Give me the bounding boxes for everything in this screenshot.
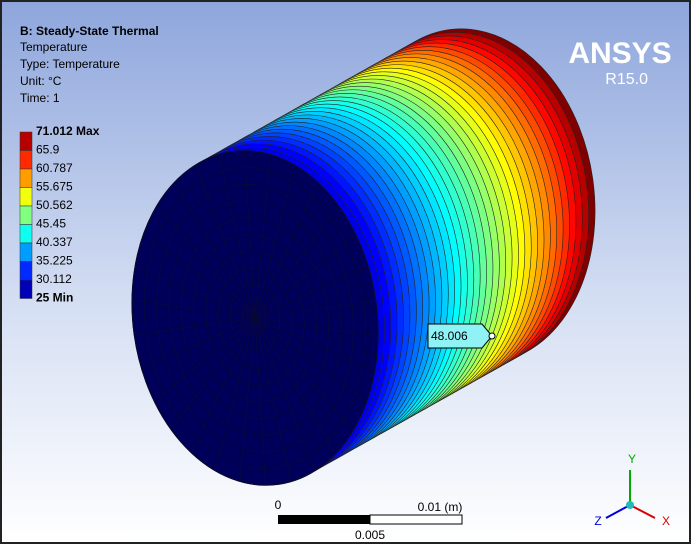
legend-swatch xyxy=(19,131,33,151)
legend-label: 35.225 xyxy=(36,254,73,268)
legend-swatch xyxy=(19,150,33,170)
result-title: B: Steady-State Thermal xyxy=(20,24,159,38)
face-mesh xyxy=(135,265,256,319)
face-mesh xyxy=(170,317,256,430)
triad-label: Z xyxy=(594,514,601,528)
scale-label: 0 xyxy=(275,498,282,512)
legend-swatch xyxy=(19,224,33,244)
triad-origin xyxy=(626,501,634,509)
legend-swatch xyxy=(19,261,33,281)
result-line: Temperature xyxy=(20,40,88,54)
face-mesh xyxy=(254,266,369,319)
face-mesh xyxy=(254,300,376,319)
probe-box xyxy=(427,323,493,349)
face-mesh xyxy=(254,317,266,486)
scale-label: 0.005 xyxy=(355,528,385,542)
legend-label: 60.787 xyxy=(36,161,73,175)
face-mesh xyxy=(214,317,256,471)
legend-swatch xyxy=(19,187,33,207)
result-line: Unit: °C xyxy=(20,74,62,88)
face-mesh xyxy=(156,205,256,319)
face-mesh xyxy=(254,206,340,319)
legend-label: 55.675 xyxy=(36,180,73,194)
face-mesh xyxy=(134,317,256,336)
legend-label: 50.562 xyxy=(36,198,73,212)
triad-label: X xyxy=(662,514,670,528)
face-mesh xyxy=(174,182,256,319)
triad-label: Y xyxy=(628,452,636,466)
logo-name: ANSYS xyxy=(568,37,671,70)
result-line: Type: Temperature xyxy=(20,57,120,71)
color-legend: 71.012 Max 65.9 60.787 55.675 50.562 45.45 40.… xyxy=(19,124,100,305)
face-mesh xyxy=(239,317,256,482)
triad-x xyxy=(629,504,656,519)
probe-point xyxy=(488,332,496,340)
legend-swatch xyxy=(19,242,33,262)
axis-triad: Y Z X xyxy=(594,452,670,528)
triad-z xyxy=(605,504,631,519)
face-mesh xyxy=(153,317,256,402)
scale-bar-black xyxy=(278,515,370,524)
face-mesh xyxy=(254,317,354,431)
face-mesh xyxy=(131,299,256,319)
legend-label: 65.9 xyxy=(36,143,60,157)
face-mesh xyxy=(254,317,379,337)
legend-label: 71.012 Max xyxy=(36,124,100,138)
face-mesh xyxy=(254,182,319,319)
legend-label: 30.112 xyxy=(36,272,72,286)
probe-label: 48.006 xyxy=(431,329,468,343)
logo-version: R15.0 xyxy=(605,71,648,88)
legend-swatch xyxy=(19,279,33,299)
result-line: Time: 1 xyxy=(20,91,60,105)
scale-bar-white xyxy=(369,514,463,525)
face-mesh xyxy=(254,317,375,371)
face-mesh xyxy=(244,150,256,319)
face-mesh xyxy=(195,164,256,319)
legend-swatch xyxy=(19,205,33,225)
legend-label: 45.45 xyxy=(36,217,66,231)
legend-label: 25 Min xyxy=(36,291,73,305)
cylinder-front-face xyxy=(131,150,379,486)
face-mesh xyxy=(254,154,271,319)
face-mesh xyxy=(254,317,292,482)
face-mesh xyxy=(254,234,357,319)
face-mesh xyxy=(143,233,256,319)
face-mesh xyxy=(141,317,256,370)
face-mesh xyxy=(254,165,296,319)
face-mesh xyxy=(254,317,315,472)
face-mesh xyxy=(191,317,256,454)
face-mesh xyxy=(254,317,367,403)
scale-label: 0.01 (m) xyxy=(418,500,463,514)
face-mesh xyxy=(218,154,256,319)
legend-label: 40.337 xyxy=(36,235,73,249)
face-mesh xyxy=(254,317,336,454)
legend-swatch xyxy=(19,168,33,188)
